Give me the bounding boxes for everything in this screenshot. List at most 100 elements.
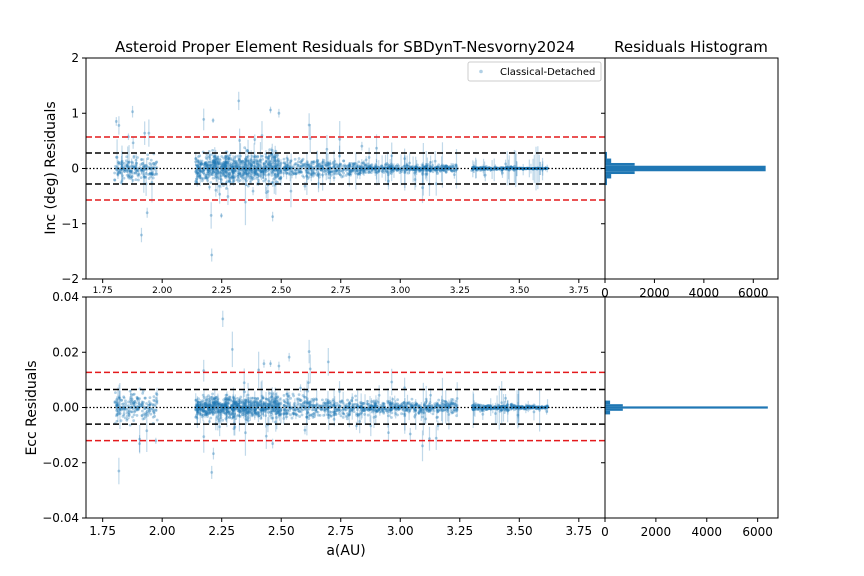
data-point — [228, 163, 232, 167]
data-point — [388, 170, 392, 174]
data-point — [122, 402, 126, 406]
data-point — [425, 164, 428, 168]
data-point — [199, 169, 202, 173]
data-point — [425, 169, 429, 173]
data-point — [222, 184, 225, 187]
data-point — [380, 165, 384, 168]
data-point — [272, 165, 275, 168]
data-point — [227, 157, 231, 161]
data-point — [217, 184, 221, 188]
data-point — [279, 171, 282, 175]
data-point — [421, 169, 425, 173]
data-point — [234, 161, 237, 165]
data-point — [238, 397, 242, 401]
data-point — [372, 408, 376, 411]
data-point — [293, 166, 297, 170]
data-point — [409, 167, 413, 171]
data-point — [374, 163, 378, 167]
data-point — [444, 165, 448, 169]
data-point — [454, 169, 457, 173]
data-point — [242, 402, 245, 406]
data-point — [377, 169, 381, 173]
data-point — [222, 160, 226, 164]
histogram-bar — [605, 165, 766, 172]
data-point — [297, 170, 301, 174]
data-point — [405, 168, 409, 171]
data-point — [363, 164, 367, 167]
data-point — [334, 172, 338, 176]
data-point — [353, 166, 356, 170]
data-point — [454, 164, 458, 168]
data-point — [433, 159, 437, 163]
data-point — [492, 166, 496, 170]
data-point — [250, 176, 254, 180]
data-point — [384, 168, 388, 172]
data-point — [423, 166, 427, 170]
data-point — [472, 165, 475, 169]
data-point — [197, 159, 201, 163]
data-point — [273, 159, 277, 163]
data-point — [417, 169, 421, 173]
data-point — [154, 397, 158, 400]
data-point — [484, 165, 488, 168]
histogram-bar — [605, 171, 635, 175]
data-point — [343, 165, 347, 168]
data-point — [307, 164, 311, 168]
x-tick-label: 6000 — [738, 286, 769, 300]
data-point — [273, 165, 277, 169]
data-point — [216, 169, 220, 172]
data-point — [258, 168, 262, 172]
data-point — [525, 167, 529, 170]
data-point — [212, 160, 216, 164]
data-point — [143, 131, 147, 135]
ecc-xlabel: a(AU) — [326, 543, 365, 559]
data-point — [268, 154, 272, 158]
data-point — [406, 164, 410, 168]
data-point — [211, 168, 215, 172]
data-point — [267, 165, 270, 169]
data-point — [207, 163, 211, 167]
data-point — [223, 165, 226, 168]
data-point — [121, 161, 125, 165]
data-point — [311, 174, 315, 178]
data-point — [364, 171, 368, 174]
data-point — [267, 179, 271, 183]
data-point — [316, 174, 320, 178]
data-point — [264, 434, 268, 438]
data-point — [239, 154, 242, 158]
data-point — [231, 171, 235, 175]
data-point — [135, 408, 139, 412]
data-point — [307, 163, 311, 167]
y-tick-label: 0.00 — [52, 401, 79, 415]
data-point — [204, 175, 208, 179]
data-point — [244, 168, 248, 171]
data-point — [238, 172, 241, 176]
data-point — [232, 170, 235, 174]
data-point — [202, 171, 206, 175]
data-point — [357, 173, 360, 176]
data-point — [148, 404, 152, 407]
data-point — [230, 168, 234, 172]
data-point — [199, 162, 203, 166]
data-point — [204, 162, 208, 166]
data-point — [115, 166, 119, 169]
data-point — [216, 161, 220, 165]
data-point — [221, 168, 225, 172]
data-point — [340, 175, 344, 179]
data-point — [123, 161, 126, 165]
data-point — [132, 164, 136, 168]
data-point — [149, 172, 153, 175]
data-point — [545, 410, 549, 413]
data-point — [210, 171, 214, 175]
data-point — [255, 161, 259, 165]
data-point — [135, 161, 139, 165]
data-point — [247, 169, 250, 172]
data-point — [149, 158, 153, 162]
data-point — [220, 164, 224, 168]
data-point — [493, 165, 497, 169]
data-point — [149, 167, 153, 171]
data-point — [130, 399, 134, 403]
data-point — [402, 412, 406, 416]
data-point — [217, 177, 221, 180]
data-point — [342, 167, 346, 171]
